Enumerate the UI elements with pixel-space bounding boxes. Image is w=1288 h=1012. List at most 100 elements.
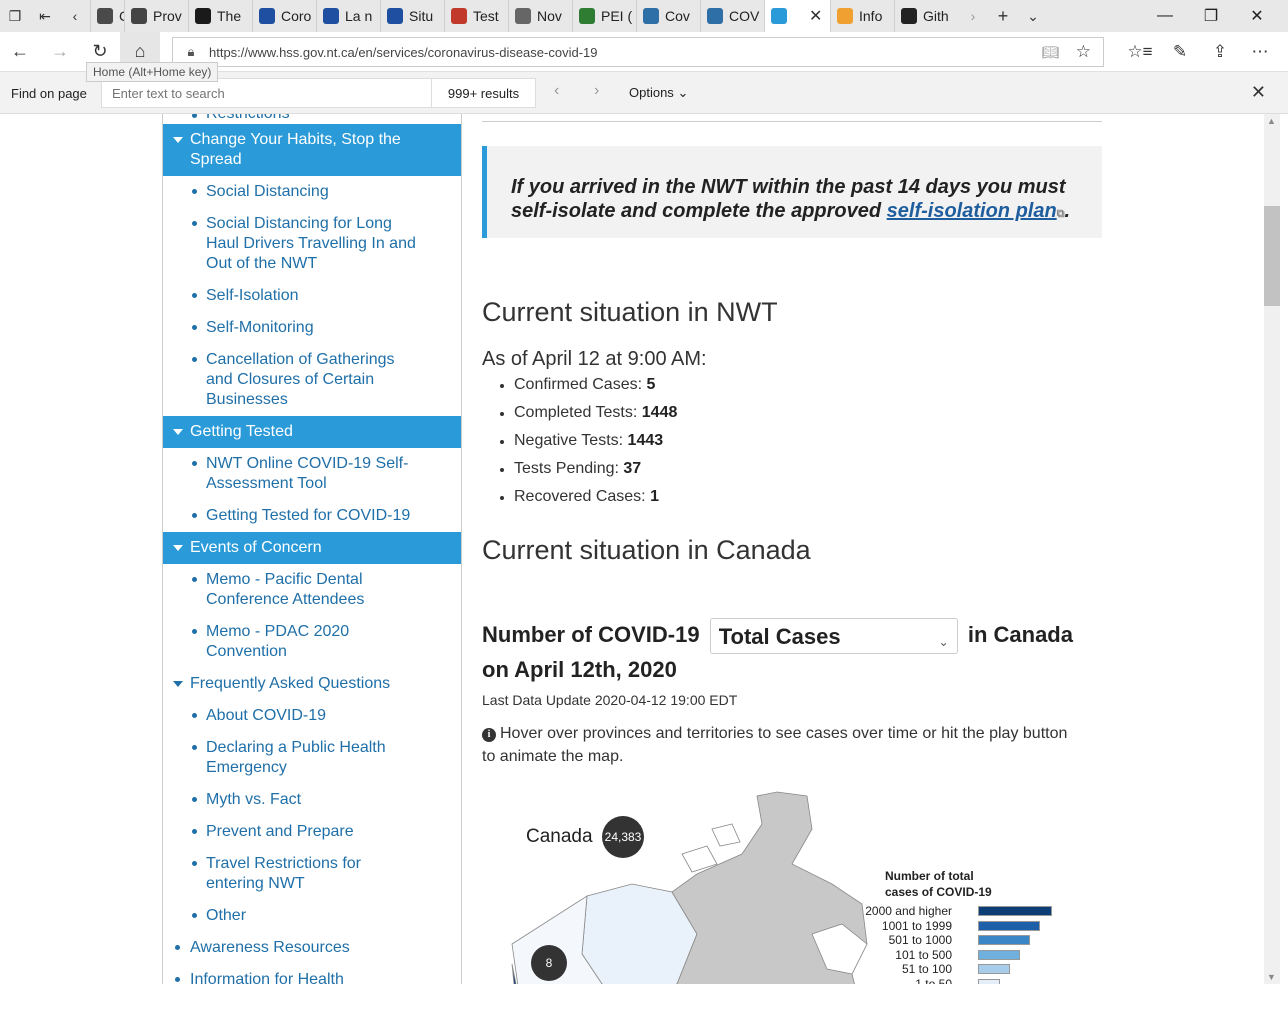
- sidebar-item[interactable]: Social Distancing for Long Haul Drivers …: [163, 208, 461, 280]
- scrollbar-thumb[interactable]: [1264, 206, 1280, 306]
- map-arctic-island-1[interactable]: [681, 845, 718, 873]
- browser-tab[interactable]: Info: [830, 0, 894, 32]
- browser-tab[interactable]: Case: [90, 0, 124, 32]
- tab-label: Prov: [153, 8, 182, 24]
- find-input[interactable]: [101, 78, 432, 108]
- legend-label: 101 to 500: [895, 947, 952, 962]
- browser-tab[interactable]: Situ: [380, 0, 444, 32]
- add-notes-icon[interactable]: ✎: [1172, 42, 1188, 61]
- stat-value: 1448: [641, 404, 678, 421]
- sidebar-item[interactable]: NWT Online COVID-19 Self-Assessment Tool: [163, 448, 461, 500]
- sidebar-item[interactable]: Self-Isolation: [163, 280, 461, 312]
- favorites-hub-icon[interactable]: ☆≡: [1127, 42, 1153, 61]
- scroll-tabs-left-icon[interactable]: ‹: [72, 8, 78, 24]
- tab-favicon-icon: [195, 8, 211, 24]
- legend-swatch: [978, 964, 1010, 974]
- tab-close-icon[interactable]: ✕: [809, 8, 823, 25]
- sidebar-item[interactable]: Declaring a Public Health Emergency: [163, 732, 461, 784]
- browser-tab[interactable]: PEI (: [572, 0, 636, 32]
- new-tab-icon[interactable]: +: [997, 5, 1009, 26]
- stat-value: 37: [623, 460, 642, 477]
- minimize-button[interactable]: —: [1157, 7, 1173, 24]
- sidebar-item-awareness[interactable]: Awareness Resources: [163, 932, 461, 964]
- more-menu-icon[interactable]: ⋯: [1251, 42, 1269, 61]
- browser-tab[interactable]: Gith: [894, 0, 958, 32]
- browser-tab[interactable]: Test: [444, 0, 508, 32]
- sidebar-item[interactable]: Memo - Pacific Dental Conference Attende…: [163, 564, 461, 616]
- self-isolation-callout: If you arrived in the NWT within the pas…: [482, 146, 1102, 238]
- restore-button[interactable]: ❐: [1203, 8, 1219, 25]
- sidebar-item-health-info[interactable]: Information for Health: [163, 964, 461, 984]
- tab-list-chevron-icon[interactable]: ⌄: [1027, 7, 1039, 24]
- sidebar-item[interactable]: Social Distancing: [163, 176, 461, 208]
- self-isolation-plan-link[interactable]: self-isolation plan: [886, 200, 1057, 222]
- scroll-up-icon[interactable]: ▲: [1267, 116, 1276, 126]
- tab-actions-icon[interactable]: ❐: [8, 7, 22, 24]
- sidebar-item[interactable]: Memo - PDAC 2020 Convention: [163, 616, 461, 668]
- map-canada-total-bubble[interactable]: 24,383: [602, 816, 644, 858]
- tab-favicon-icon: [707, 8, 723, 24]
- browser-tab[interactable]: Prov: [124, 0, 188, 32]
- browser-tab[interactable]: La n: [316, 0, 380, 32]
- forward-button[interactable]: →: [51, 41, 69, 61]
- legend-row: 501 to 1000: [862, 933, 1062, 947]
- stat-label: Negative Tests:: [514, 432, 628, 449]
- legend-row: 101 to 500: [862, 948, 1062, 962]
- sidebar-item-cut-top[interactable]: Restrictions: [163, 114, 461, 122]
- tab-label: Info: [859, 8, 883, 24]
- find-bar: Find on page 999+ results ‹ › Options ⌄ …: [0, 72, 1288, 114]
- map-title-date: on April 12th, 2020: [482, 657, 677, 682]
- browser-tab[interactable]: Nov: [508, 0, 572, 32]
- find-previous-icon[interactable]: ‹: [554, 82, 560, 99]
- browser-tab[interactable]: Coro: [252, 0, 316, 32]
- browser-tab[interactable]: COV: [700, 0, 764, 32]
- sidebar-item[interactable]: Myth vs. Fact: [163, 784, 461, 816]
- map-british-columbia[interactable]: [511, 963, 522, 984]
- browser-tab[interactable]: ✕: [764, 0, 830, 32]
- browser-tab[interactable]: The: [188, 0, 252, 32]
- sidebar-nav: Restrictions Change Your Habits, Stop th…: [162, 114, 462, 984]
- page-scrollbar[interactable]: ▲ ▼: [1264, 114, 1280, 984]
- back-button[interactable]: ←: [11, 41, 29, 61]
- sidebar-section-events-of-concern[interactable]: Events of Concern: [163, 532, 461, 564]
- favorite-star-icon[interactable]: ☆: [1075, 42, 1091, 61]
- reading-view-icon[interactable]: 📖︎: [1041, 44, 1059, 60]
- tab-label: Cov: [665, 8, 690, 24]
- scroll-tabs-right-icon[interactable]: ›: [970, 8, 976, 24]
- url-field[interactable]: 🔒︎ https://www.hss.gov.nt.ca/en/services…: [172, 37, 1104, 67]
- find-options-button[interactable]: Options ⌄: [629, 85, 688, 101]
- nwt-stat-item: Completed Tests: 1448: [500, 404, 677, 432]
- sidebar-item[interactable]: Prevent and Prepare: [163, 816, 461, 848]
- tab-favicon-icon: [837, 8, 853, 24]
- sidebar-section-change-habits[interactable]: Change Your Habits, Stop the Spread: [163, 124, 461, 176]
- tab-label: Gith: [923, 8, 949, 24]
- metric-select[interactable]: Total Cases ⌄: [709, 618, 958, 654]
- close-window-button[interactable]: ✕: [1250, 8, 1264, 25]
- tab-favicon-icon: [451, 8, 467, 24]
- map-title-suffix: in Canada: [967, 621, 1073, 647]
- canada-map[interactable]: Canada 24,383 8 Number of total cases of…: [482, 784, 1102, 984]
- map-arctic-island-2[interactable]: [711, 823, 741, 847]
- sidebar-item[interactable]: Other: [163, 900, 461, 932]
- sidebar-section-getting-tested[interactable]: Getting Tested: [163, 416, 461, 448]
- sidebar-item[interactable]: Travel Restrictions for entering NWT: [163, 848, 461, 900]
- set-aside-tabs-icon[interactable]: ⇤: [39, 7, 51, 24]
- last-update-text: Last Data Update 2020-04-12 19:00 EDT: [482, 692, 738, 708]
- browser-tab[interactable]: Cov: [636, 0, 700, 32]
- map-hudson-bay-coast[interactable]: [811, 923, 868, 975]
- tab-favicon-icon: [387, 8, 403, 24]
- scroll-down-icon[interactable]: ▼: [1267, 972, 1276, 982]
- sidebar-item[interactable]: Getting Tested for COVID-19: [163, 500, 461, 532]
- map-territory-bubble[interactable]: 8: [531, 945, 567, 981]
- metric-select-value: Total Cases: [718, 624, 841, 649]
- sidebar-item[interactable]: About COVID-19: [163, 700, 461, 732]
- sidebar-item[interactable]: Self-Monitoring: [163, 312, 461, 344]
- share-icon[interactable]: ⇪: [1212, 42, 1228, 61]
- find-next-icon[interactable]: ›: [594, 82, 600, 99]
- sidebar-section-faq[interactable]: Frequently Asked Questions: [163, 668, 461, 700]
- find-close-icon[interactable]: ✕: [1250, 82, 1266, 102]
- find-options-label: Options: [629, 85, 674, 100]
- sidebar-item[interactable]: Cancellation of Gatherings and Closures …: [163, 344, 461, 416]
- refresh-button[interactable]: ↻: [92, 41, 108, 61]
- chevron-down-icon: ⌄: [677, 85, 689, 100]
